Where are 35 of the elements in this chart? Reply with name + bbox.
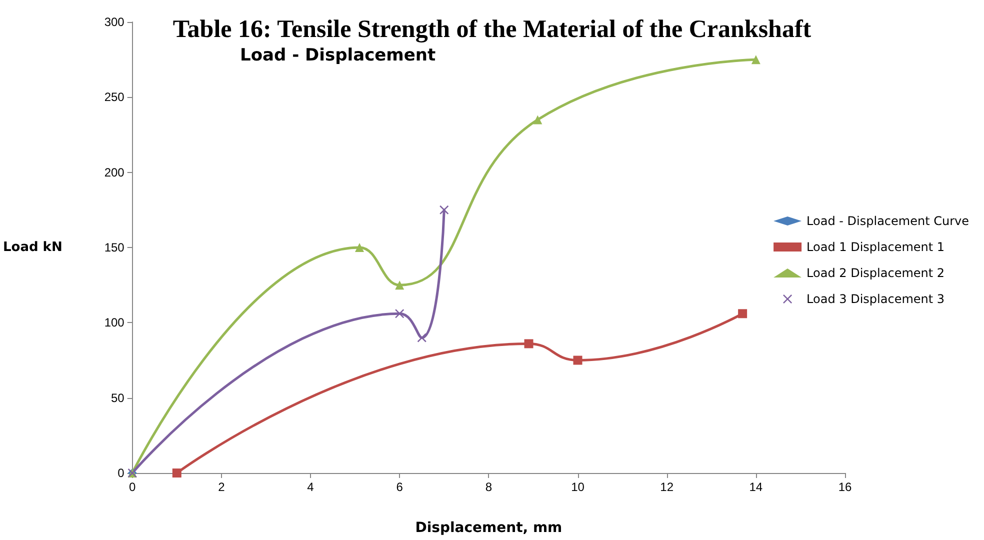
point [355,243,364,252]
text: Load - Displacement [240,46,436,66]
chart-title: Table 16: Tensile Strength of the Material of the Crankshaft [172,16,812,43]
point [395,309,404,318]
x-tick-label: 2 [218,480,226,494]
point [172,468,182,478]
x-tick-label: 16 [838,480,852,494]
point [524,339,534,348]
legend-label: Load 3 Displacement 3 [806,292,945,306]
y-tick-label: 100 [104,316,125,330]
point [738,309,748,318]
y-tick-label: 50 [110,390,125,405]
x-tick-label: 14 [749,480,763,494]
point [395,280,404,290]
y-tick-label: 200 [104,165,125,180]
x-tick-label: 6 [396,480,404,494]
legend-label: Load 1 Displacement 1 [806,240,945,254]
x-tick-label: 10 [571,480,585,494]
y-tick-label: 300 [104,15,125,29]
x-tick-label: 8 [485,480,492,494]
x-tick-label: 12 [660,480,674,494]
point [440,205,449,214]
y-tick-label: 150 [104,240,125,254]
y-tick-label: 0 [118,466,125,480]
point [417,333,426,342]
point [573,356,582,365]
y-tick-label: 250 [104,90,125,104]
x-tick-label: 0 [129,480,136,494]
point [533,115,542,124]
legend-label: Load 2 Displacement 2 [806,266,945,280]
point [751,55,760,64]
x-axis-title: Displacement, mm [415,520,562,536]
y-axis-title: Load kN [2,240,62,255]
legend-label: Load - Displacement Curve [806,214,970,228]
x-tick-label: 4 [307,480,314,494]
